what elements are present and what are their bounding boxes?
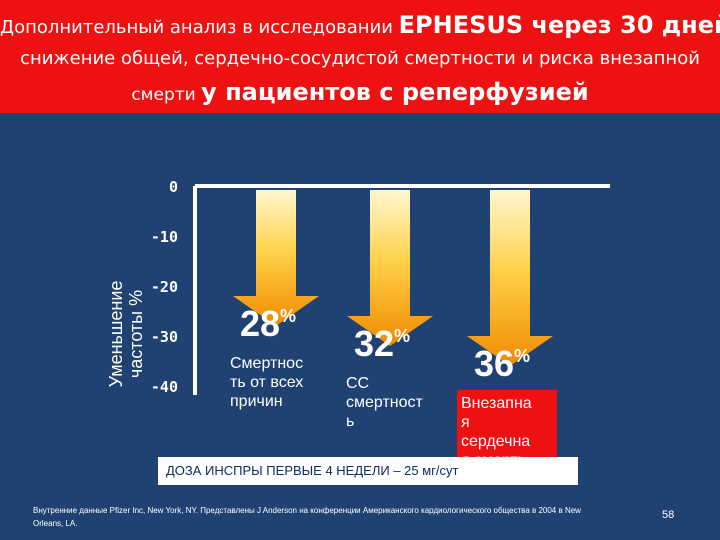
category-label: смертност (346, 394, 424, 411)
value-label: 28% (240, 303, 296, 344)
category-label: Внезапна (461, 395, 532, 412)
category-label: ть от всех (230, 374, 303, 391)
y-tick-label: -40 (151, 378, 178, 396)
bar-arrow (347, 190, 433, 346)
title-banner: Дополнительный анализ в исследовании EPH… (0, 0, 720, 113)
y-tick-label: -20 (151, 278, 178, 296)
category-label: ь (346, 413, 354, 430)
value-label: 36% (474, 343, 530, 384)
y-tick-label: -30 (151, 328, 178, 346)
value-label: 32% (354, 323, 410, 364)
category-label: я (461, 414, 470, 431)
category-label: СС (346, 375, 369, 392)
category-label: сердечна (461, 433, 530, 450)
title-line-2: снижение общей, сердечно-сосудистой смер… (20, 48, 700, 69)
y-tick-label: -10 (151, 228, 178, 246)
title-emphasis: EPHESUS через 30 дней: (398, 11, 720, 39)
category-label: причин (230, 393, 283, 410)
footnote: Внутренние данные Pfizer Inc, New York, … (33, 506, 581, 528)
bar-arrow (233, 190, 319, 326)
dose-banner: ДОЗА ИНСПРЫ ПЕРВЫЕ 4 НЕДЕЛИ – 25 мг/сут (158, 457, 578, 485)
category-label: Смертнос (230, 355, 303, 372)
title-emphasis-2: у пациентов с реперфузией (201, 78, 589, 106)
page-number: 58 (662, 509, 675, 521)
title-line-3: смерти у пациентов с реперфузией (131, 78, 589, 106)
y-tick-label: 0 (169, 178, 178, 196)
title-line-1: Дополнительный анализ в исследовании EPH… (0, 11, 720, 39)
bar-arrow (467, 190, 553, 366)
